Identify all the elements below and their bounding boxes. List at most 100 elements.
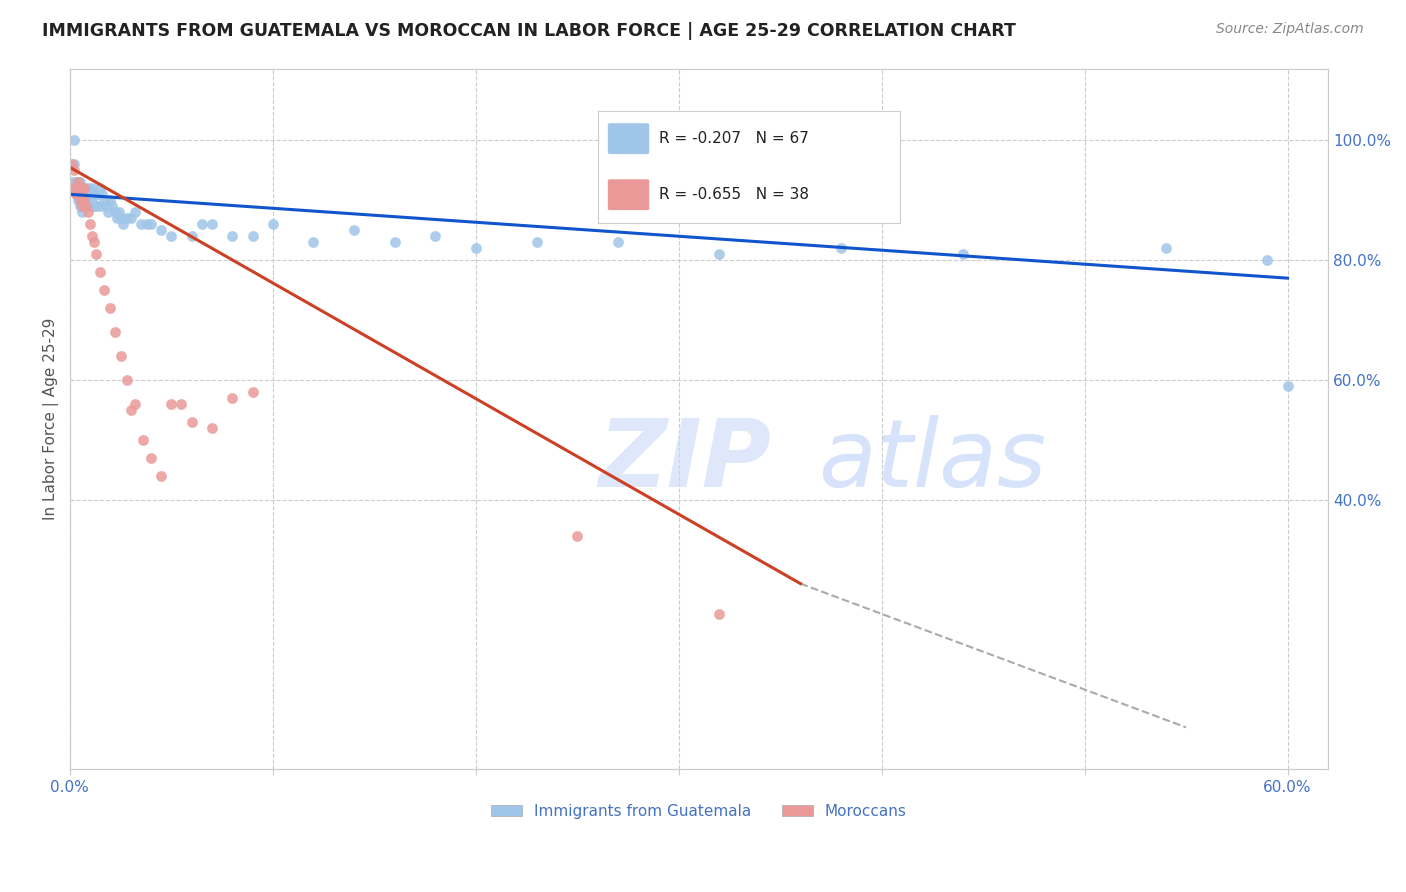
Point xyxy=(107,205,129,219)
Text: ZIP: ZIP xyxy=(599,415,772,507)
Point xyxy=(75,199,97,213)
Point xyxy=(464,241,486,255)
Point xyxy=(77,194,100,208)
Point xyxy=(150,468,173,483)
Point xyxy=(73,181,96,195)
Point xyxy=(221,229,243,244)
Point xyxy=(100,301,122,315)
Point xyxy=(69,199,91,213)
Point xyxy=(150,223,173,237)
Point xyxy=(79,199,101,213)
Point xyxy=(82,181,104,195)
Point xyxy=(69,194,91,208)
Point xyxy=(425,229,447,244)
Point xyxy=(66,175,89,189)
Point xyxy=(66,175,89,189)
Point xyxy=(262,217,284,231)
Point xyxy=(70,194,93,208)
Point xyxy=(606,235,628,250)
Point xyxy=(180,415,202,429)
Point xyxy=(124,205,146,219)
Point xyxy=(69,181,91,195)
Point xyxy=(1154,241,1177,255)
Point xyxy=(70,205,93,219)
Point xyxy=(79,217,101,231)
Point xyxy=(70,181,93,195)
Point xyxy=(384,235,406,250)
Point xyxy=(100,194,122,208)
Point xyxy=(709,607,731,621)
Point xyxy=(129,217,152,231)
Point xyxy=(201,421,224,435)
Point xyxy=(115,373,138,387)
Point xyxy=(139,217,162,231)
Point xyxy=(69,187,91,202)
Point xyxy=(170,397,193,411)
Point xyxy=(96,199,118,213)
Point xyxy=(70,187,93,202)
Point xyxy=(89,265,111,279)
Point xyxy=(221,391,243,405)
Point xyxy=(65,187,87,202)
Point xyxy=(97,205,120,219)
Point xyxy=(70,199,93,213)
Point xyxy=(567,529,589,543)
Point xyxy=(73,194,96,208)
Point xyxy=(84,247,107,261)
Point xyxy=(89,199,111,213)
Point xyxy=(160,397,183,411)
Point xyxy=(191,217,214,231)
Point xyxy=(952,247,974,261)
Point xyxy=(77,205,100,219)
Point xyxy=(79,187,101,202)
Point xyxy=(1277,379,1299,393)
Point xyxy=(242,229,264,244)
Point xyxy=(93,283,115,297)
Point xyxy=(83,199,105,213)
Point xyxy=(830,241,852,255)
Point xyxy=(82,194,104,208)
Point xyxy=(82,229,104,244)
Point xyxy=(120,403,142,417)
Point xyxy=(139,450,162,465)
Point xyxy=(101,199,124,213)
Y-axis label: In Labor Force | Age 25-29: In Labor Force | Age 25-29 xyxy=(44,318,59,520)
Point xyxy=(60,175,83,189)
Point xyxy=(180,229,202,244)
Point xyxy=(120,211,142,226)
Point xyxy=(124,397,146,411)
Point xyxy=(69,175,91,189)
Point xyxy=(343,223,366,237)
Text: IMMIGRANTS FROM GUATEMALA VS MOROCCAN IN LABOR FORCE | AGE 25-29 CORRELATION CHA: IMMIGRANTS FROM GUATEMALA VS MOROCCAN IN… xyxy=(42,22,1017,40)
Point xyxy=(242,384,264,399)
Point xyxy=(89,181,111,195)
Point xyxy=(66,187,89,202)
Point xyxy=(83,235,105,250)
Point xyxy=(115,211,138,226)
Point xyxy=(93,194,115,208)
Point xyxy=(136,217,159,231)
Point xyxy=(87,187,110,202)
Point xyxy=(103,205,125,219)
Point xyxy=(201,217,224,231)
Point xyxy=(60,157,83,171)
Point xyxy=(709,247,731,261)
Point xyxy=(103,325,125,339)
Point xyxy=(91,187,114,202)
Point xyxy=(160,229,183,244)
Point xyxy=(105,211,128,226)
Point xyxy=(73,194,96,208)
Text: atlas: atlas xyxy=(818,416,1047,507)
Point xyxy=(526,235,548,250)
Point xyxy=(65,175,87,189)
Point xyxy=(1256,253,1278,268)
Point xyxy=(302,235,325,250)
Point xyxy=(83,187,105,202)
Point xyxy=(111,217,134,231)
Point xyxy=(63,163,86,178)
Legend: Immigrants from Guatemala, Moroccans: Immigrants from Guatemala, Moroccans xyxy=(485,797,912,825)
Point xyxy=(65,187,87,202)
Point xyxy=(132,433,155,447)
Point xyxy=(63,133,86,147)
Point xyxy=(63,181,86,195)
